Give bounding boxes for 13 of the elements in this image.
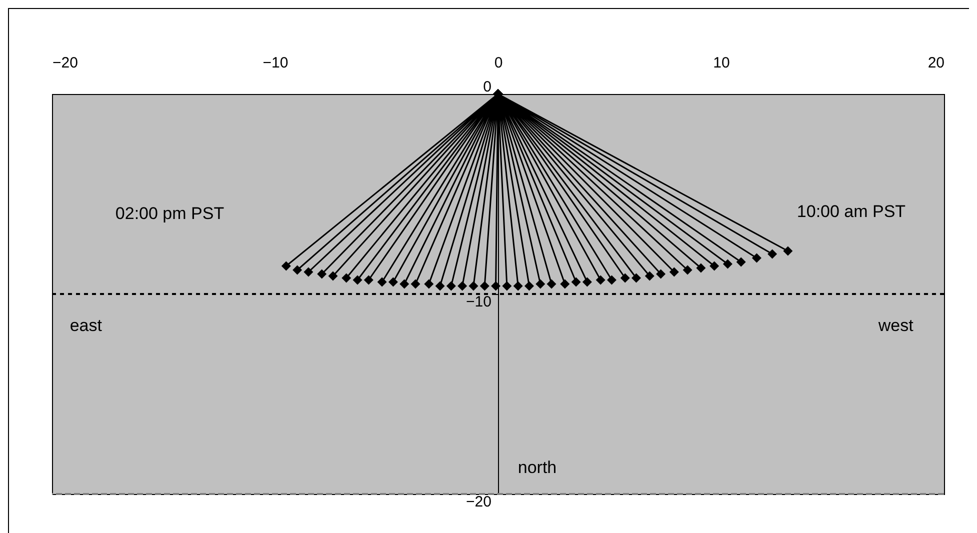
annotation: west bbox=[877, 316, 914, 335]
annotation: east bbox=[70, 316, 102, 335]
x-tick-label: −20 bbox=[52, 54, 78, 72]
x-tick-label: 10 bbox=[713, 54, 730, 72]
y-tick-label: −10 bbox=[466, 294, 492, 310]
annotation: north bbox=[518, 458, 557, 477]
annotation: 10:00 am PST bbox=[796, 202, 906, 221]
y-tick-label: −20 bbox=[466, 494, 492, 510]
annotation: 02:00 pm PST bbox=[115, 204, 224, 223]
x-tick-label: 0 bbox=[494, 54, 503, 72]
y-tick-label: 0 bbox=[483, 78, 492, 96]
x-tick-label: −10 bbox=[262, 54, 288, 72]
x-tick-label: 20 bbox=[928, 54, 944, 72]
